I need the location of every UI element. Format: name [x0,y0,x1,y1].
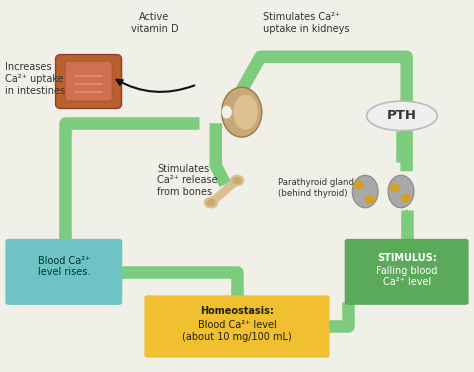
Text: Falling blood
Ca²⁺ level: Falling blood Ca²⁺ level [376,266,438,287]
Circle shape [354,182,363,188]
Text: STIMULUS:: STIMULUS: [377,253,437,263]
FancyBboxPatch shape [65,61,112,101]
Polygon shape [397,154,407,162]
Text: Blood Ca²⁺
level rises.: Blood Ca²⁺ level rises. [38,256,90,277]
Polygon shape [60,233,70,241]
Circle shape [230,175,244,186]
Text: Stimulates
Ca²⁺ release
from bones: Stimulates Ca²⁺ release from bones [157,164,218,197]
Circle shape [233,177,241,183]
Text: Increases
Ca²⁺ uptake
in intestines: Increases Ca²⁺ uptake in intestines [5,62,65,96]
Text: Homeostasis:: Homeostasis: [200,306,274,316]
Circle shape [365,196,374,203]
FancyBboxPatch shape [55,55,121,109]
Text: Stimulates Ca²⁺
uptake in kidneys: Stimulates Ca²⁺ uptake in kidneys [263,13,349,34]
Circle shape [204,198,218,208]
Ellipse shape [366,101,438,131]
Text: Blood Ca²⁺ level
(about 10 mg/100 mL): Blood Ca²⁺ level (about 10 mg/100 mL) [182,320,292,341]
Ellipse shape [352,175,378,208]
Ellipse shape [388,175,414,208]
Text: PTH: PTH [387,109,417,122]
Text: Active
vitamin D: Active vitamin D [131,13,178,34]
Polygon shape [241,81,251,90]
FancyBboxPatch shape [346,240,468,304]
Circle shape [391,185,399,191]
Circle shape [401,195,410,202]
Text: Parathyroid gland
(behind thyroid): Parathyroid gland (behind thyroid) [278,178,355,198]
Polygon shape [232,290,242,298]
FancyBboxPatch shape [145,296,329,357]
Polygon shape [401,210,412,218]
Polygon shape [217,175,226,184]
FancyBboxPatch shape [6,240,121,304]
Ellipse shape [222,87,262,137]
Polygon shape [343,302,353,310]
Ellipse shape [221,106,232,119]
Circle shape [207,200,215,206]
Ellipse shape [233,94,258,130]
